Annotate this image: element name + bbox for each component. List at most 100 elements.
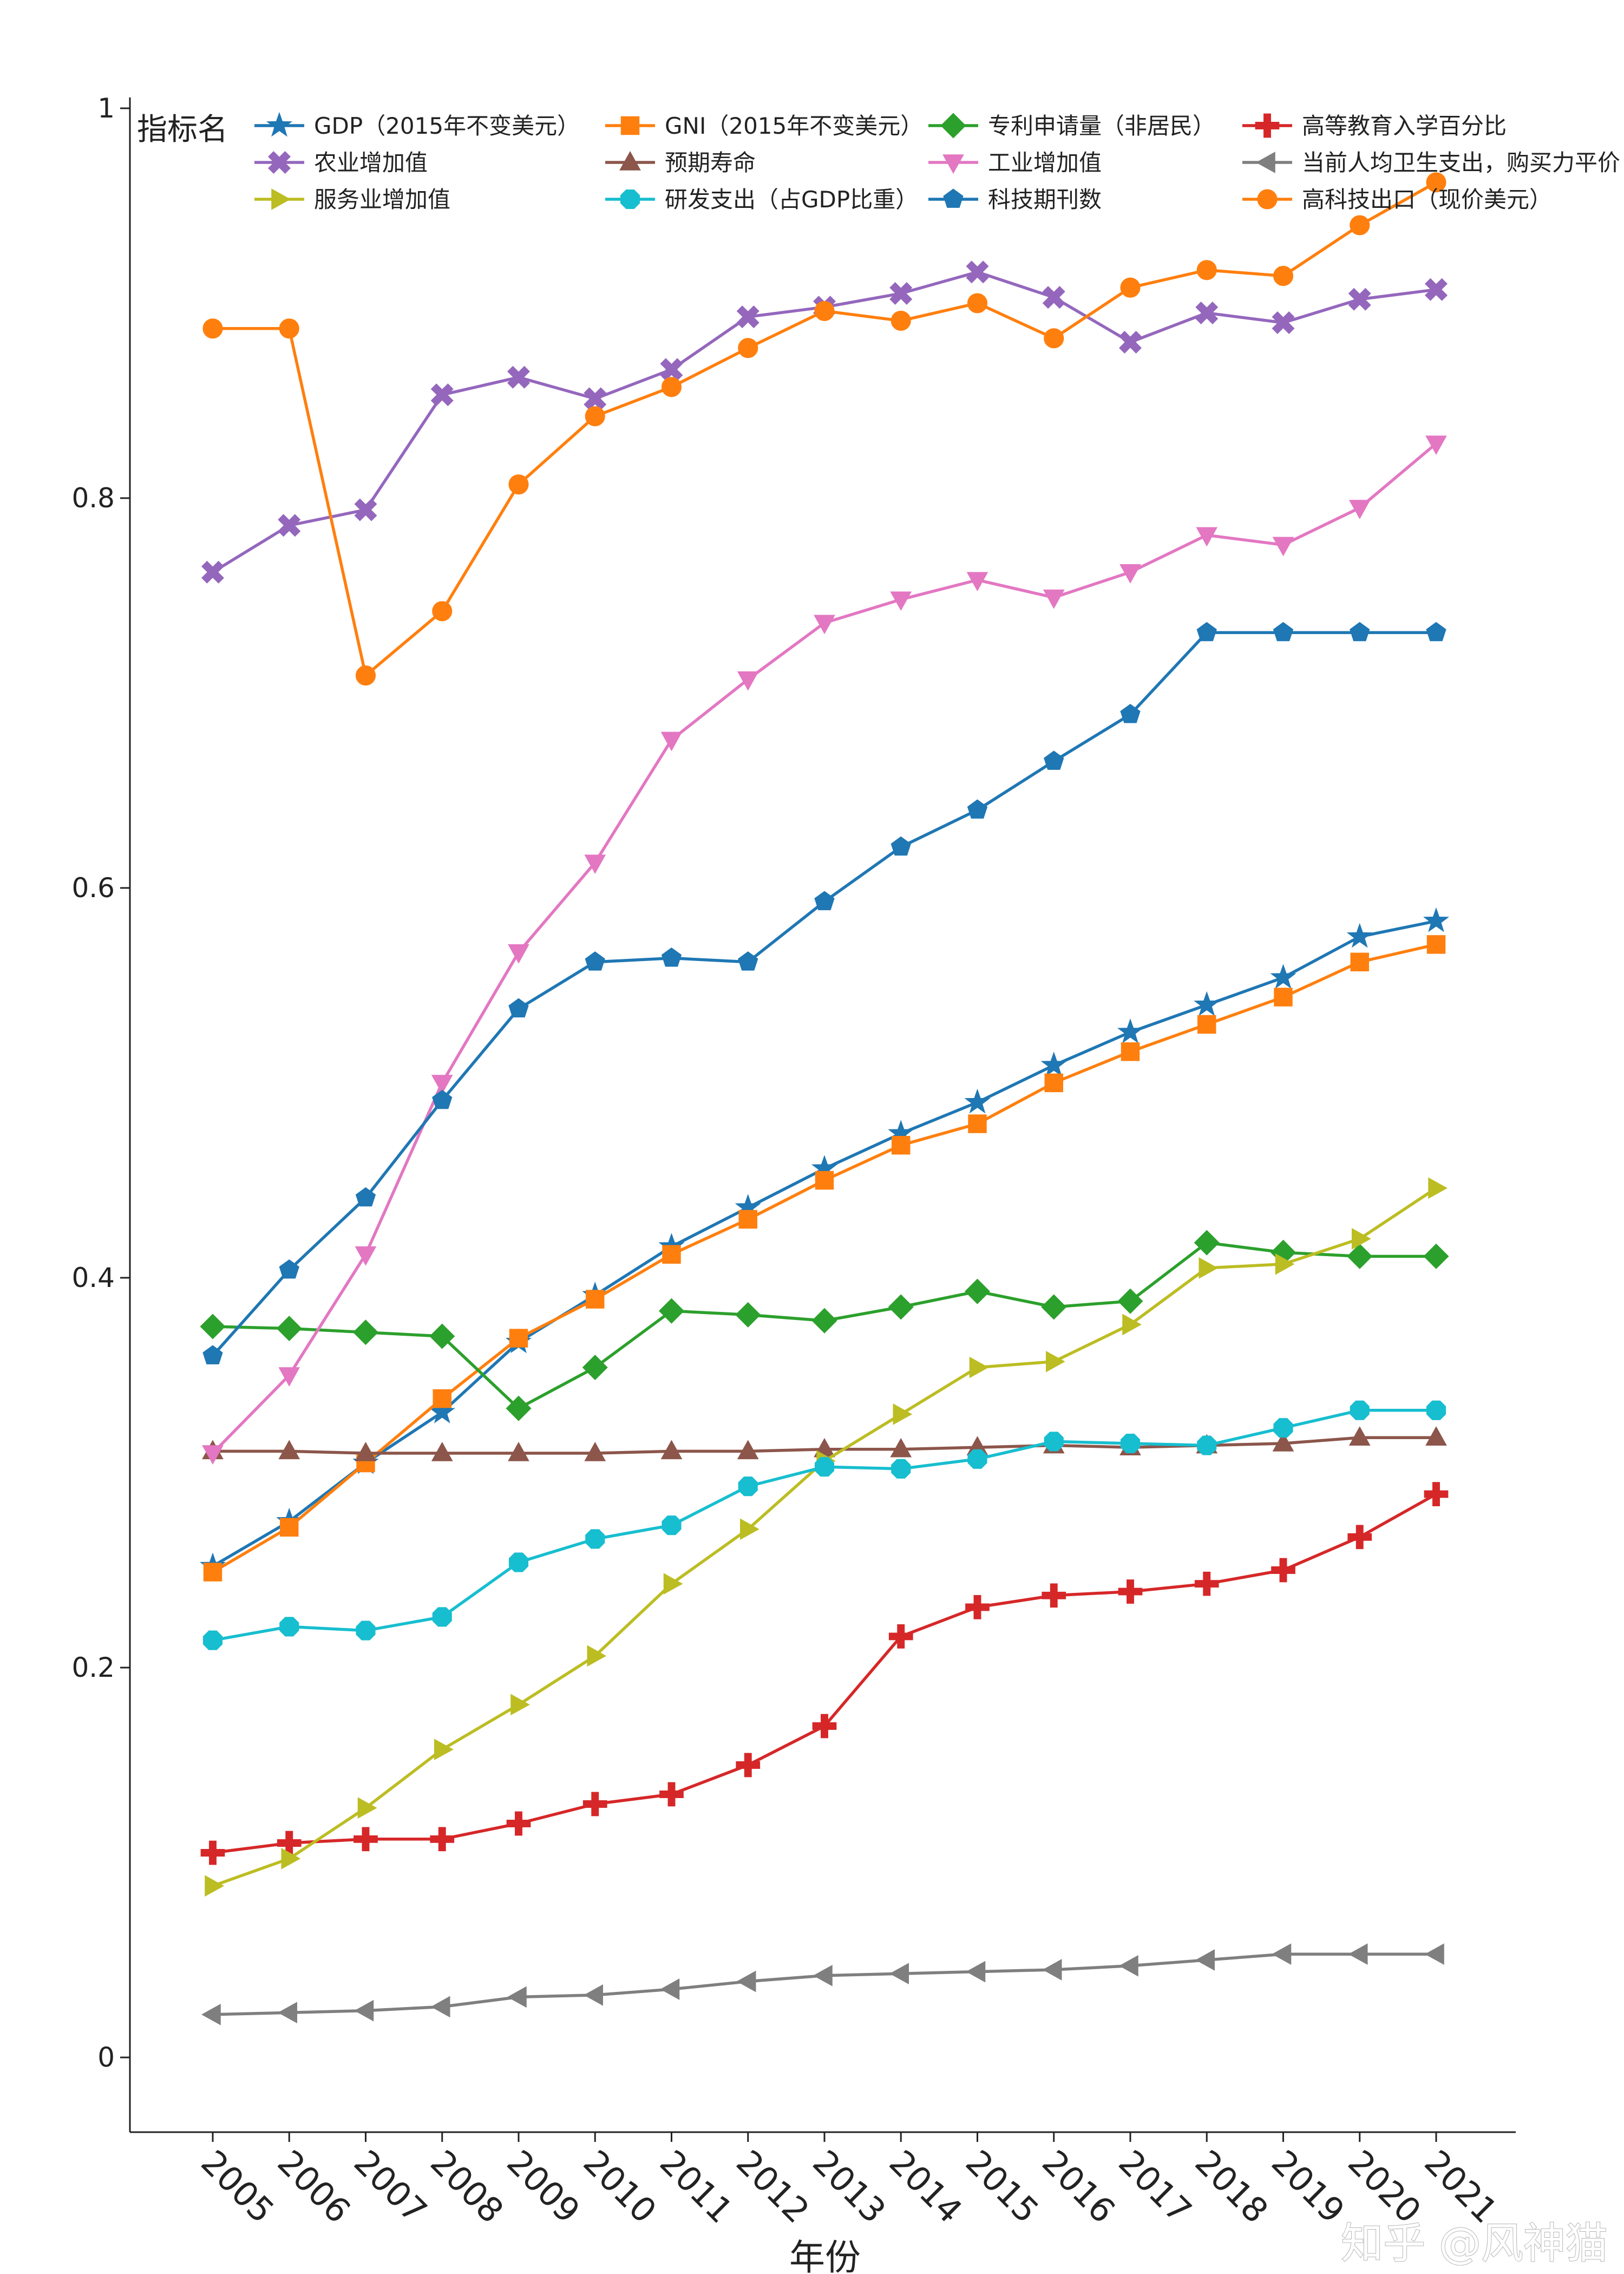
legend-entry: 高科技出口（现价美元）	[1242, 186, 1552, 213]
data-point	[1350, 622, 1370, 642]
data-point	[584, 1442, 606, 1461]
data-point	[1348, 287, 1371, 311]
data-point	[736, 1753, 761, 1778]
data-point	[658, 1298, 685, 1324]
x-tick-label: 2014	[882, 2142, 970, 2231]
data-point	[354, 1999, 374, 2022]
data-point	[1041, 1294, 1067, 1320]
legend-marker	[942, 154, 964, 174]
data-point	[201, 2003, 221, 2025]
data-point	[434, 1739, 454, 1761]
legend-entry: 专利申请量（非居民）	[928, 113, 1215, 139]
data-point	[509, 1329, 528, 1348]
data-point	[1042, 1583, 1066, 1608]
data-point	[1424, 1482, 1449, 1506]
legend-label: 当前人均卫生支出，购买力平价（当前国际美元）	[1302, 149, 1624, 176]
data-point	[1272, 537, 1294, 557]
data-point	[1272, 1943, 1292, 1965]
data-point	[1272, 1432, 1294, 1452]
data-point	[812, 1714, 837, 1739]
data-point	[890, 1437, 912, 1458]
series-line	[213, 181, 1437, 677]
data-point	[1194, 1571, 1219, 1596]
data-point	[1348, 500, 1371, 519]
data-point	[736, 305, 759, 329]
data-point	[508, 998, 529, 1018]
data-point	[433, 1389, 451, 1408]
data-point	[967, 293, 988, 313]
legend-marker	[266, 112, 293, 137]
series-8	[205, 1177, 1448, 1897]
data-point	[888, 1624, 913, 1649]
data-point	[1426, 1400, 1446, 1420]
data-point	[966, 1961, 986, 1983]
data-point	[1195, 302, 1219, 324]
data-point	[508, 1552, 529, 1572]
data-point	[278, 1367, 300, 1387]
data-point	[1425, 1426, 1447, 1446]
x-tick-label: 2006	[270, 2142, 358, 2231]
data-point	[662, 1515, 682, 1535]
data-point	[508, 474, 529, 495]
x-tick-label: 2015	[958, 2142, 1046, 2231]
data-point	[735, 1302, 761, 1328]
data-point	[1044, 1073, 1063, 1093]
data-point	[1347, 1243, 1373, 1269]
data-point	[506, 1395, 532, 1421]
legend-marker	[943, 188, 964, 208]
legend-entry: 当前人均卫生支出，购买力平价（当前国际美元）	[1242, 149, 1624, 176]
series-layer	[199, 172, 1450, 2025]
legend-entry: GDP（2015年不变美元）	[254, 112, 580, 139]
data-point	[1270, 964, 1296, 989]
data-point	[584, 1984, 603, 2006]
data-point	[888, 1294, 914, 1320]
data-point	[508, 944, 529, 964]
data-point	[278, 514, 301, 537]
data-point	[1423, 1243, 1449, 1269]
data-point	[740, 1518, 759, 1540]
x-axis-title: 年份	[789, 2237, 861, 2274]
data-point	[429, 1323, 455, 1349]
data-point	[1042, 286, 1065, 309]
x-tick-label: 2009	[499, 2142, 587, 2231]
data-point	[279, 1617, 299, 1637]
y-tick-label: 0.8	[71, 482, 115, 514]
data-point	[660, 731, 683, 752]
data-point	[1040, 1051, 1067, 1077]
series-line	[212, 1187, 1437, 1887]
data-point	[1117, 1018, 1144, 1043]
x-tick-label: 2007	[346, 2142, 435, 2231]
data-point	[892, 1135, 911, 1155]
data-point	[738, 1210, 757, 1229]
data-point	[202, 318, 223, 339]
data-point	[1426, 622, 1446, 642]
data-point	[1350, 215, 1370, 236]
data-point	[1350, 1400, 1370, 1420]
legend-marker	[940, 113, 966, 139]
series-1	[203, 935, 1446, 1582]
data-point	[202, 1630, 223, 1650]
data-point	[891, 1459, 911, 1479]
data-point	[813, 1964, 833, 1987]
legend-marker	[620, 189, 640, 210]
data-point	[738, 338, 758, 358]
data-point	[738, 1476, 758, 1497]
data-point	[811, 1308, 837, 1334]
data-point	[660, 1440, 683, 1460]
data-point	[966, 260, 989, 284]
data-point	[510, 1694, 530, 1716]
x-tick-label: 2020	[1340, 2142, 1429, 2231]
axes: 00.20.40.60.8120052006200720082009201020…	[71, 93, 1516, 2231]
data-point	[586, 1290, 605, 1309]
data-point	[1196, 527, 1218, 547]
x-tick-label: 2008	[423, 2142, 511, 2231]
data-point	[1347, 1525, 1372, 1550]
y-tick-label: 0.2	[71, 1652, 115, 1683]
data-point	[1194, 991, 1220, 1016]
x-tick-label: 2021	[1417, 2142, 1505, 2231]
data-point	[815, 1171, 834, 1190]
legend-label: 服务业增加值	[314, 186, 450, 213]
legend-entry: GNI（2015年不变美元）	[605, 113, 923, 139]
data-point	[507, 365, 530, 389]
data-point	[1273, 1418, 1293, 1438]
